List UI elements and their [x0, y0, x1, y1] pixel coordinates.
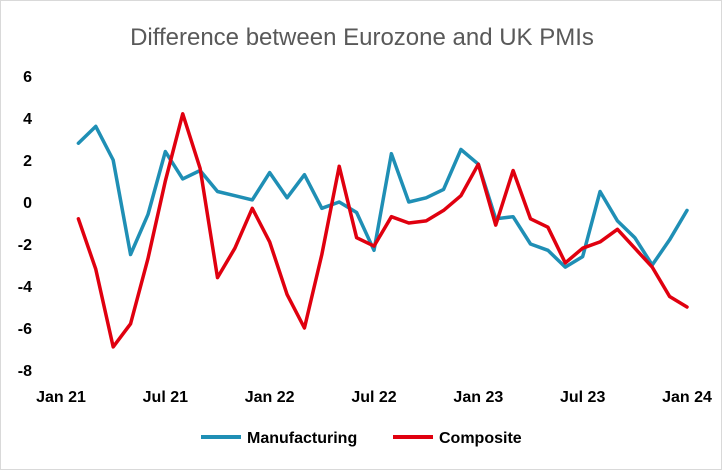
x-tick-label: Jan 22	[245, 389, 295, 406]
y-tick-label: 4	[23, 111, 32, 128]
legend: Manufacturing Composite	[201, 430, 522, 447]
x-tick-label: Jan 24	[662, 389, 712, 406]
legend-label-composite: Composite	[439, 430, 522, 447]
x-tick-label: Jan 23	[453, 389, 503, 406]
x-tick-label: Jul 23	[560, 389, 605, 406]
y-tick-label: -8	[18, 363, 32, 380]
y-tick-label: 2	[23, 153, 32, 170]
series-line-composite	[76, 112, 689, 349]
y-tick-label: 6	[23, 69, 32, 86]
x-tick-label: Jul 22	[351, 389, 396, 406]
x-tick-label: Jul 21	[143, 389, 188, 406]
chart-title: Difference between Eurozone and UK PMIs	[130, 24, 594, 51]
y-tick-label: -4	[18, 279, 32, 296]
y-tick-label: 0	[23, 195, 32, 212]
x-axis-ticks: Jan 21 Jul 21 Jan 22 Jul 22 Jan 23 Jul 23 Jan …	[36, 389, 712, 406]
x-tick-label: Jan 21	[36, 389, 86, 406]
series-line-manufacturing	[76, 124, 689, 269]
y-tick-label: -6	[18, 321, 32, 338]
y-tick-label: -2	[18, 237, 32, 254]
series-lines	[76, 112, 689, 349]
y-axis-ticks: 6 4 2 0 -2 -4 -6 -8	[18, 69, 32, 380]
legend-label-manufacturing: Manufacturing	[247, 430, 357, 447]
